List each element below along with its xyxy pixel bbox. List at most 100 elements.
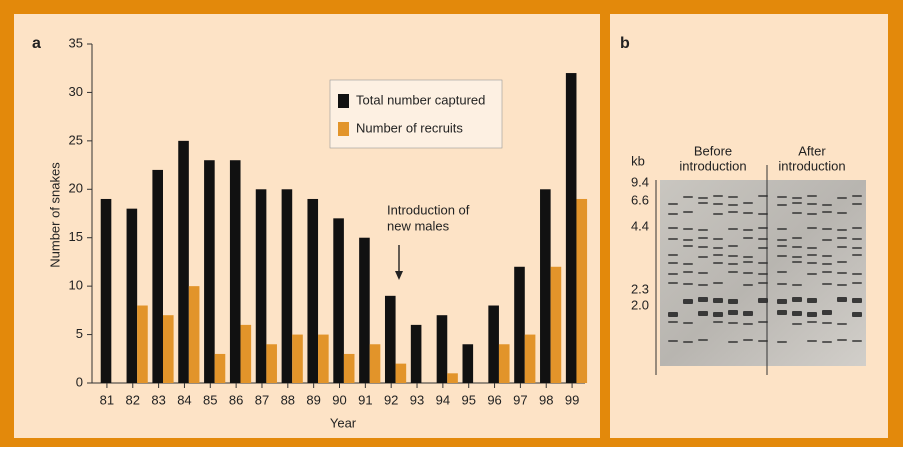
gel-band bbox=[837, 246, 847, 248]
gel-band bbox=[837, 197, 847, 199]
gel-band bbox=[668, 273, 678, 275]
bar bbox=[189, 286, 200, 383]
gel-band bbox=[852, 282, 862, 284]
gel-band bbox=[822, 255, 832, 257]
y-tick-label: 0 bbox=[76, 374, 83, 389]
x-tick-label: 92 bbox=[384, 392, 398, 407]
gel-band bbox=[758, 213, 768, 215]
gel-band bbox=[758, 247, 768, 249]
bar bbox=[370, 344, 381, 383]
x-tick-label: 87 bbox=[255, 392, 269, 407]
gel-band bbox=[743, 284, 753, 286]
unit-label: kb bbox=[631, 153, 645, 168]
gel-band bbox=[822, 283, 832, 285]
gel-band bbox=[713, 238, 723, 240]
bar bbox=[178, 141, 189, 383]
size-marker: 9.4 bbox=[631, 174, 649, 189]
gel-band bbox=[698, 256, 708, 258]
gel-band bbox=[743, 323, 753, 325]
gel-band bbox=[837, 237, 847, 239]
gel-band bbox=[743, 237, 753, 239]
gel-band bbox=[837, 272, 847, 274]
panel-label: a bbox=[32, 35, 41, 52]
bar bbox=[385, 296, 396, 383]
gel-band bbox=[807, 247, 817, 249]
gel-band bbox=[668, 340, 678, 342]
gel-band bbox=[758, 298, 768, 303]
gel-band bbox=[713, 321, 723, 323]
gel-band bbox=[792, 297, 802, 302]
gel-band bbox=[668, 227, 678, 229]
gel-band bbox=[807, 262, 817, 264]
gel-band bbox=[728, 299, 738, 304]
gel-band bbox=[837, 323, 847, 325]
annotation: new males bbox=[387, 218, 450, 233]
gel-band bbox=[728, 271, 738, 273]
gel-band bbox=[683, 211, 693, 213]
gel-band bbox=[668, 213, 678, 215]
bar bbox=[514, 267, 525, 383]
gel-band bbox=[777, 239, 787, 241]
gel-band bbox=[758, 340, 768, 342]
gel-band bbox=[743, 272, 753, 274]
y-tick-label: 20 bbox=[69, 181, 83, 196]
gel-band bbox=[728, 204, 738, 206]
gel-band bbox=[792, 323, 802, 325]
bar bbox=[163, 315, 174, 383]
gel-band bbox=[852, 273, 862, 275]
bar bbox=[292, 335, 303, 383]
legend-label: Total number captured bbox=[356, 92, 485, 107]
group-label: introduction bbox=[679, 158, 746, 173]
gel-band bbox=[698, 237, 708, 239]
bar bbox=[540, 189, 551, 383]
gel-band bbox=[743, 311, 753, 316]
gel-band bbox=[698, 246, 708, 248]
panel-label: b bbox=[620, 35, 630, 52]
x-tick-label: 83 bbox=[151, 392, 165, 407]
gel-band bbox=[822, 211, 832, 213]
legend-label: Number of recruits bbox=[356, 120, 463, 135]
gel-band bbox=[777, 255, 787, 257]
gel-band bbox=[698, 229, 708, 231]
gel-band bbox=[777, 196, 787, 198]
gel-band bbox=[777, 204, 787, 206]
bar bbox=[437, 315, 448, 383]
gel-band bbox=[758, 273, 768, 275]
bar bbox=[525, 335, 536, 383]
x-tick-label: 85 bbox=[203, 392, 217, 407]
gel-band bbox=[668, 312, 678, 317]
gel-band bbox=[758, 321, 768, 323]
gel-band bbox=[683, 228, 693, 230]
gel-band bbox=[822, 322, 832, 324]
gel-band bbox=[852, 203, 862, 205]
bar bbox=[344, 354, 355, 383]
x-tick-label: 90 bbox=[332, 392, 346, 407]
bar bbox=[551, 267, 562, 383]
group-label: introduction bbox=[778, 158, 845, 173]
gel-band bbox=[713, 312, 723, 317]
gel-band bbox=[758, 238, 768, 240]
x-tick-label: 91 bbox=[358, 392, 372, 407]
size-marker: 2.0 bbox=[631, 297, 649, 312]
gel-band bbox=[713, 213, 723, 215]
size-marker: 4.4 bbox=[631, 218, 649, 233]
gel-band bbox=[822, 310, 832, 315]
bar bbox=[447, 373, 458, 383]
gel-band bbox=[713, 254, 723, 256]
gel-band bbox=[777, 228, 787, 230]
gel-band bbox=[807, 254, 817, 256]
gel-band bbox=[758, 282, 768, 284]
gel-band bbox=[822, 239, 832, 241]
bar bbox=[576, 199, 587, 383]
gel-band bbox=[792, 311, 802, 316]
bar bbox=[266, 344, 277, 383]
legend-swatch bbox=[338, 122, 349, 136]
legend-swatch bbox=[338, 94, 349, 108]
gel-band bbox=[852, 340, 862, 342]
gel-band bbox=[822, 341, 832, 343]
gel-band bbox=[713, 247, 723, 249]
y-tick-label: 15 bbox=[69, 229, 83, 244]
gel-band bbox=[822, 204, 832, 206]
x-tick-label: 99 bbox=[565, 392, 579, 407]
gel-band bbox=[713, 298, 723, 303]
